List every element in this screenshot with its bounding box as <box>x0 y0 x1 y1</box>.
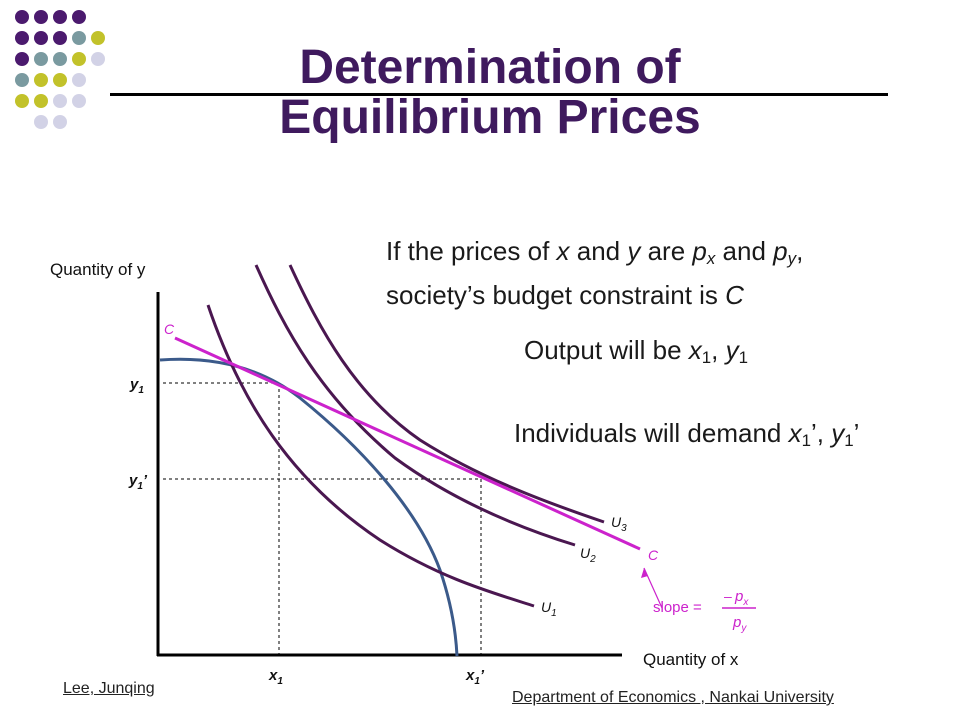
decorative-dot <box>34 52 48 66</box>
decorative-dot <box>53 31 67 45</box>
y1-prime-label: y1’ <box>128 472 148 492</box>
decorative-dot <box>34 10 48 24</box>
slope-numerator: px <box>734 588 749 608</box>
decorative-dot <box>15 94 29 108</box>
decorative-dot <box>34 115 48 129</box>
decorative-dot <box>34 73 48 87</box>
x-axis-label: Quantity of x <box>643 650 739 669</box>
decorative-dot <box>53 94 67 108</box>
intro-text: If the prices of x and y are px and py, … <box>386 236 804 310</box>
decorative-dot <box>91 52 105 66</box>
decorative-dot <box>53 115 67 129</box>
demand-text: Individuals will demand x1’, y1’ <box>514 418 860 450</box>
decorative-dot-grid <box>15 10 105 129</box>
slope-denominator: py <box>732 614 747 634</box>
y1-label: y1 <box>129 376 144 396</box>
decorative-dot <box>15 52 29 66</box>
decorative-dot <box>72 94 86 108</box>
decorative-dot <box>53 52 67 66</box>
decorative-dot <box>15 31 29 45</box>
title-divider <box>110 93 888 96</box>
slope-arrow <box>643 567 663 609</box>
production-frontier-curve <box>159 357 459 657</box>
slope-formula: slope = – px py <box>653 588 756 634</box>
decorative-dot <box>72 73 86 87</box>
u2-label: U2 <box>580 545 596 565</box>
decorative-dot <box>91 31 105 45</box>
output-text: Output will be x1, y1 <box>524 335 749 367</box>
decorative-dot <box>34 94 48 108</box>
page-title-line-2: Equilibrium Prices <box>279 91 701 144</box>
decorative-dot <box>53 10 67 24</box>
slope-arrowhead <box>641 568 648 578</box>
slope-word: slope = <box>653 599 702 616</box>
indifference-curve-u1 <box>206 304 535 608</box>
decorative-dot <box>72 10 86 24</box>
slope-minus: – <box>724 588 732 604</box>
x1-prime-label: x1’ <box>465 667 485 687</box>
budget-label-top: C <box>164 321 175 337</box>
decorative-dot <box>15 73 29 87</box>
y-axis-label: Quantity of y <box>50 260 146 279</box>
decorative-dot <box>53 73 67 87</box>
department-footer: Department of Economics , Nankai Univers… <box>512 689 834 706</box>
u1-label: U1 <box>541 599 557 619</box>
page-title-line-1: Determination of <box>299 41 681 94</box>
budget-label-end: C <box>648 547 659 563</box>
decorative-dot <box>72 52 86 66</box>
x1-label: x1 <box>268 667 283 687</box>
u3-label: U3 <box>611 514 627 534</box>
decorative-dot <box>15 10 29 24</box>
decorative-dot <box>72 31 86 45</box>
decorative-dot <box>34 31 48 45</box>
author-footer: Lee, Junqing <box>63 680 155 697</box>
